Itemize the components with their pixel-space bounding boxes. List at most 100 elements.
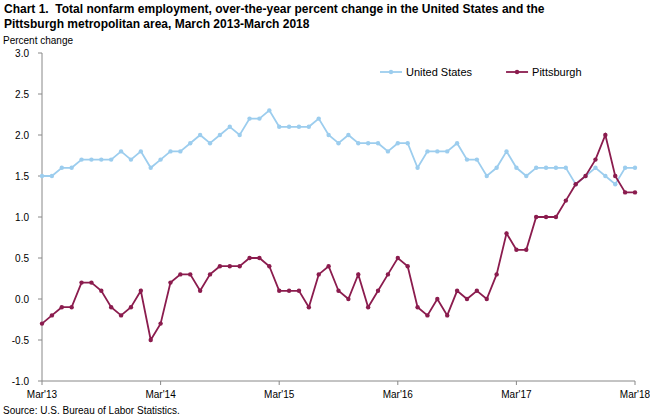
series-point bbox=[228, 264, 232, 268]
legend-label: Pittsburgh bbox=[532, 66, 582, 78]
series-point bbox=[386, 149, 390, 153]
series-point bbox=[435, 297, 439, 301]
y-tick-label: 1.5 bbox=[15, 171, 29, 182]
series-point bbox=[633, 190, 637, 194]
series-point bbox=[415, 305, 419, 309]
series-point bbox=[494, 272, 498, 276]
series-point bbox=[287, 125, 291, 129]
series-point bbox=[623, 166, 627, 170]
series-point bbox=[475, 157, 479, 161]
series-point bbox=[188, 141, 192, 145]
y-tick-label: -0.5 bbox=[12, 335, 30, 346]
series-point bbox=[514, 248, 518, 252]
series-point bbox=[366, 141, 370, 145]
chart: Percent change-1.0-0.50.00.51.01.52.02.5… bbox=[0, 0, 650, 418]
series-point bbox=[356, 272, 360, 276]
series-point bbox=[277, 125, 281, 129]
x-tick bbox=[397, 381, 398, 385]
series-point bbox=[396, 141, 400, 145]
series-point bbox=[158, 157, 162, 161]
series-point bbox=[50, 174, 54, 178]
series-point bbox=[198, 289, 202, 293]
series-point bbox=[119, 149, 123, 153]
x-tick bbox=[635, 381, 636, 385]
y-axis bbox=[42, 53, 43, 381]
y-tick bbox=[38, 340, 42, 341]
series-point bbox=[218, 133, 222, 137]
series-point bbox=[376, 141, 380, 145]
series-point bbox=[534, 215, 538, 219]
series-point bbox=[139, 149, 143, 153]
series-point bbox=[307, 305, 311, 309]
series-point bbox=[574, 182, 578, 186]
series-point bbox=[60, 305, 64, 309]
series-point bbox=[89, 280, 93, 284]
series-point bbox=[99, 157, 103, 161]
series-point bbox=[485, 297, 489, 301]
series-point bbox=[247, 256, 251, 260]
series-point bbox=[69, 166, 73, 170]
series-point bbox=[89, 157, 93, 161]
series-point bbox=[485, 174, 489, 178]
y-tick-label: 0.0 bbox=[15, 294, 29, 305]
series-point bbox=[297, 289, 301, 293]
x-tick-label: Mar'13 bbox=[27, 389, 58, 400]
y-tick bbox=[38, 53, 42, 54]
x-tick bbox=[516, 381, 517, 385]
series-point bbox=[504, 231, 508, 235]
series-point bbox=[435, 149, 439, 153]
series-point bbox=[336, 289, 340, 293]
series-point bbox=[99, 289, 103, 293]
series-point bbox=[386, 272, 390, 276]
series-point bbox=[366, 305, 370, 309]
series-point bbox=[603, 174, 607, 178]
y-tick-label: 3.0 bbox=[15, 48, 29, 59]
series-point bbox=[247, 116, 251, 120]
series-point bbox=[356, 141, 360, 145]
x-tick bbox=[42, 381, 43, 385]
series-point bbox=[267, 264, 271, 268]
series-point bbox=[168, 149, 172, 153]
series-point bbox=[455, 289, 459, 293]
series-point bbox=[564, 166, 568, 170]
x-tick-label: Mar'16 bbox=[383, 389, 414, 400]
series-point bbox=[228, 125, 232, 129]
series-point bbox=[544, 215, 548, 219]
y-tick bbox=[38, 299, 42, 300]
series-point bbox=[149, 166, 153, 170]
series-point bbox=[326, 264, 330, 268]
series-point bbox=[425, 313, 429, 317]
series-point bbox=[129, 157, 133, 161]
series-point bbox=[613, 182, 617, 186]
series-point bbox=[554, 215, 558, 219]
series-point bbox=[524, 248, 528, 252]
series-point bbox=[504, 149, 508, 153]
x-tick bbox=[279, 381, 280, 385]
series-point bbox=[376, 289, 380, 293]
series-point bbox=[287, 289, 291, 293]
series-point bbox=[405, 141, 409, 145]
series-point bbox=[465, 297, 469, 301]
series-point bbox=[524, 174, 528, 178]
series-point bbox=[415, 166, 419, 170]
series-point bbox=[475, 289, 479, 293]
y-tick bbox=[38, 217, 42, 218]
series-point bbox=[317, 116, 321, 120]
series-point bbox=[346, 133, 350, 137]
y-tick-label: 2.5 bbox=[15, 89, 29, 100]
series-point bbox=[208, 272, 212, 276]
series-point bbox=[40, 174, 44, 178]
series-point bbox=[574, 182, 578, 186]
series-point bbox=[445, 313, 449, 317]
title: Chart 1. Total nonfarm employment, over-… bbox=[4, 2, 564, 32]
y-tick bbox=[38, 94, 42, 95]
series-point bbox=[188, 272, 192, 276]
y-tick-label: 2.0 bbox=[15, 130, 29, 141]
series-point bbox=[623, 190, 627, 194]
series-point bbox=[178, 272, 182, 276]
series-point bbox=[554, 166, 558, 170]
series-point bbox=[257, 116, 261, 120]
x-tick-label: Mar'17 bbox=[501, 389, 532, 400]
y-tick-label: 0.5 bbox=[15, 253, 29, 264]
series-point bbox=[60, 166, 64, 170]
